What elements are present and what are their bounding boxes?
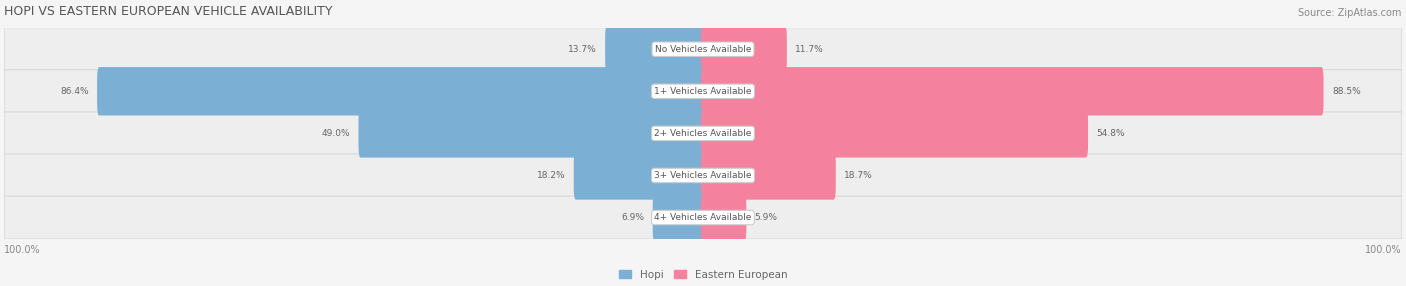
FancyBboxPatch shape bbox=[4, 28, 1402, 71]
Text: 6.9%: 6.9% bbox=[621, 213, 644, 222]
Text: Source: ZipAtlas.com: Source: ZipAtlas.com bbox=[1299, 8, 1402, 18]
Text: 54.8%: 54.8% bbox=[1097, 129, 1125, 138]
Text: 100.0%: 100.0% bbox=[4, 245, 41, 255]
FancyBboxPatch shape bbox=[702, 193, 747, 242]
FancyBboxPatch shape bbox=[605, 25, 704, 74]
Text: 3+ Vehicles Available: 3+ Vehicles Available bbox=[654, 171, 752, 180]
Text: 5.9%: 5.9% bbox=[755, 213, 778, 222]
FancyBboxPatch shape bbox=[702, 151, 835, 200]
FancyBboxPatch shape bbox=[702, 109, 1088, 158]
FancyBboxPatch shape bbox=[702, 25, 787, 74]
Text: 18.7%: 18.7% bbox=[844, 171, 873, 180]
FancyBboxPatch shape bbox=[359, 109, 704, 158]
Text: 4+ Vehicles Available: 4+ Vehicles Available bbox=[654, 213, 752, 222]
FancyBboxPatch shape bbox=[702, 67, 1323, 116]
Text: 13.7%: 13.7% bbox=[568, 45, 596, 54]
FancyBboxPatch shape bbox=[97, 67, 704, 116]
FancyBboxPatch shape bbox=[4, 196, 1402, 239]
FancyBboxPatch shape bbox=[4, 70, 1402, 113]
Text: 49.0%: 49.0% bbox=[322, 129, 350, 138]
Text: 86.4%: 86.4% bbox=[60, 87, 89, 96]
Text: 88.5%: 88.5% bbox=[1331, 87, 1361, 96]
FancyBboxPatch shape bbox=[4, 112, 1402, 155]
FancyBboxPatch shape bbox=[4, 154, 1402, 197]
Text: No Vehicles Available: No Vehicles Available bbox=[655, 45, 751, 54]
Text: 100.0%: 100.0% bbox=[1365, 245, 1402, 255]
FancyBboxPatch shape bbox=[652, 193, 704, 242]
Text: 11.7%: 11.7% bbox=[796, 45, 824, 54]
Text: 1+ Vehicles Available: 1+ Vehicles Available bbox=[654, 87, 752, 96]
FancyBboxPatch shape bbox=[574, 151, 704, 200]
Text: 18.2%: 18.2% bbox=[537, 171, 565, 180]
Legend: Hopi, Eastern European: Hopi, Eastern European bbox=[619, 270, 787, 280]
Text: 2+ Vehicles Available: 2+ Vehicles Available bbox=[654, 129, 752, 138]
Text: HOPI VS EASTERN EUROPEAN VEHICLE AVAILABILITY: HOPI VS EASTERN EUROPEAN VEHICLE AVAILAB… bbox=[4, 5, 333, 18]
